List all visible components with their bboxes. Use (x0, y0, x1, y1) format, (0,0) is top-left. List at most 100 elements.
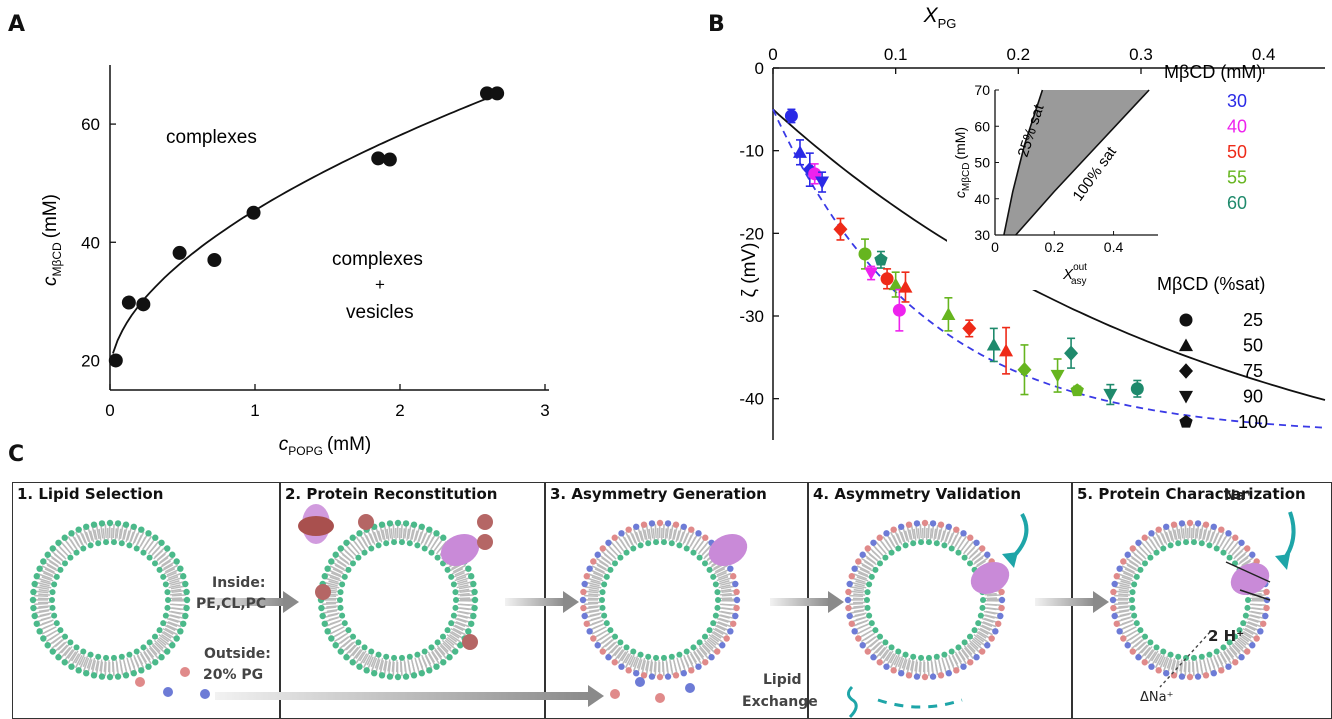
chart-b-point (898, 280, 913, 293)
legend-conc-item: 55 (1227, 168, 1247, 188)
chart-b-points (784, 108, 1144, 406)
chart-a-xtick-label: 3 (540, 401, 549, 420)
dna-label: ΔNa⁺ (1140, 690, 1174, 705)
chart-a: 0 1 2 3 20 40 60 complexes complexes + vesicle… (40, 65, 550, 458)
chart-b-point (784, 109, 798, 123)
chart-a-point (246, 205, 261, 220)
h-label: 2 H⁺ (1208, 627, 1245, 645)
chart-b-ytick-label: -40 (739, 390, 764, 409)
legend-sat-marker (1179, 313, 1193, 327)
chart-a-ytick-label: 60 (81, 115, 100, 134)
chart-b-point (1064, 345, 1079, 361)
chart-b-point (1050, 369, 1065, 383)
legend-conc-item: 30 (1227, 91, 1247, 111)
lipid-exchange-label-1: Lipid (763, 672, 802, 688)
inset-ytick-label: 50 (974, 155, 990, 171)
chart-a-annot-vesicles: vesicles (346, 302, 414, 323)
chart-a-xlabel: cPOPG (mM) (279, 434, 372, 458)
chart-b-point (1103, 388, 1118, 402)
legend-sat-item: 75 (1243, 361, 1263, 381)
chart-a-point (121, 295, 136, 310)
chart-a-axes: 0 1 2 3 20 40 60 (81, 65, 550, 420)
chart-a-point (207, 253, 222, 267)
chart-b-point (864, 267, 879, 281)
step-title: 4. Asymmetry Validation (813, 485, 1022, 503)
chart-b-point (1130, 382, 1144, 396)
inset-xlabel-sup: out (1073, 262, 1087, 273)
chart-a-xtick-label: 2 (395, 401, 404, 420)
inset-ylabel-sub: MβCD (961, 163, 972, 192)
chart-a-ytick-label: 20 (81, 351, 100, 370)
legend-sat-item: 50 (1243, 336, 1263, 356)
chart-b-ytick-label: -20 (739, 224, 764, 243)
chart-b-legend: MβCD (mM) 30 40 50 55 60 MβCD (%sat) 25 50 75 90 10… (1157, 62, 1268, 432)
chart-b-point (1017, 362, 1032, 378)
chart-b-ytick-label: 0 (755, 59, 764, 78)
chart-b-point (880, 272, 894, 286)
svg-text:cMβCD(mM): cMβCD(mM) (40, 194, 64, 286)
step-title: 5. Protein Characterization (1077, 485, 1306, 503)
inset-ylabel-main: c (952, 191, 968, 198)
chart-b-dashed-curve (772, 108, 1326, 429)
chart-b-ylabel: ζ (mV) (739, 243, 760, 298)
chart-b-xtick-label: 0.3 (1129, 45, 1153, 64)
outside-label-1: Outside: (204, 646, 271, 662)
chart-a-fit-curve (112, 97, 488, 354)
legend-sat-marker (1179, 338, 1193, 352)
chart-b-point (888, 277, 903, 291)
chart-b-top-xlabel: XPG (923, 4, 957, 31)
chart-a-point (480, 86, 494, 101)
legend-conc-item: 60 (1227, 193, 1247, 213)
chart-b-xtick-label: 0.4 (1252, 45, 1276, 64)
inside-label-1: Inside: (212, 575, 266, 591)
lipid-exchange-label-2: Exchange (742, 694, 818, 710)
chart-b-solid-curve (772, 108, 1326, 401)
panel-label-b: B (708, 12, 725, 37)
step-panel-5: 5. Protein Characterization (1072, 482, 1332, 719)
panel-label-c: C (8, 442, 25, 467)
chart-b-point (792, 145, 807, 158)
legend-conc-title: MβCD (mM) (1164, 62, 1262, 82)
chart-b-point (858, 247, 872, 261)
inset-left-line (1003, 89, 1044, 236)
chart-b-point (962, 320, 977, 337)
inset-ylabel-unit: (mM) (952, 127, 968, 160)
step-title: 3. Asymmetry Generation (550, 485, 767, 503)
chart-b-ytick-label: -10 (739, 142, 764, 161)
chart-b-point (986, 337, 1001, 351)
chart-b-xtick-label: 0.1 (884, 45, 908, 64)
chart-b-xtick-label: 0.2 (1007, 45, 1031, 64)
legend-conc-item: 50 (1227, 142, 1247, 162)
chart-a-annot-plus: + (375, 275, 385, 294)
inset-ytick-label: 30 (974, 227, 990, 243)
inside-label-2: PE,CL,PC (196, 596, 267, 612)
inset-xlabel-main: X (1062, 266, 1074, 283)
legend-sat-title: MβCD (%sat) (1157, 274, 1265, 294)
inset-ytick-label: 70 (974, 82, 990, 98)
step-panel-4: 4. Asymmetry Validation (808, 482, 1072, 719)
chart-b-point (815, 176, 830, 190)
chart-b-point (1070, 383, 1084, 397)
inset-xtick-label: 0.4 (1104, 239, 1124, 255)
outside-label-2: 20% PG (203, 667, 264, 683)
inset-xtick-label: 0.2 (1045, 239, 1065, 255)
chart-b-point (833, 221, 848, 237)
inset-ylabel: cMβCD (mM) (952, 127, 972, 198)
chart-b-xtick-label: 0 (768, 45, 777, 64)
panel-label-a: A (8, 12, 26, 37)
chart-a-ytick-label: 40 (81, 233, 100, 252)
chart-a-xtick-label: 0 (105, 401, 114, 420)
chart-b-point (999, 343, 1014, 357)
chart-a-point (371, 151, 386, 166)
chart-b-ytick-label: -30 (739, 307, 764, 326)
step-title: 2. Protein Reconstitution (285, 485, 498, 503)
legend-sat-item: 25 (1243, 310, 1263, 330)
chart-a-point (490, 86, 505, 101)
legend-sat-item: 100 (1238, 412, 1268, 432)
chart-a-point (136, 297, 151, 312)
chart-a-xtick-label: 1 (250, 401, 259, 420)
chart-a-ylabel: cMβCD(mM) (40, 194, 64, 286)
chart-a-annot-complexes: complexes (166, 127, 257, 148)
chart-b-point (874, 252, 888, 266)
